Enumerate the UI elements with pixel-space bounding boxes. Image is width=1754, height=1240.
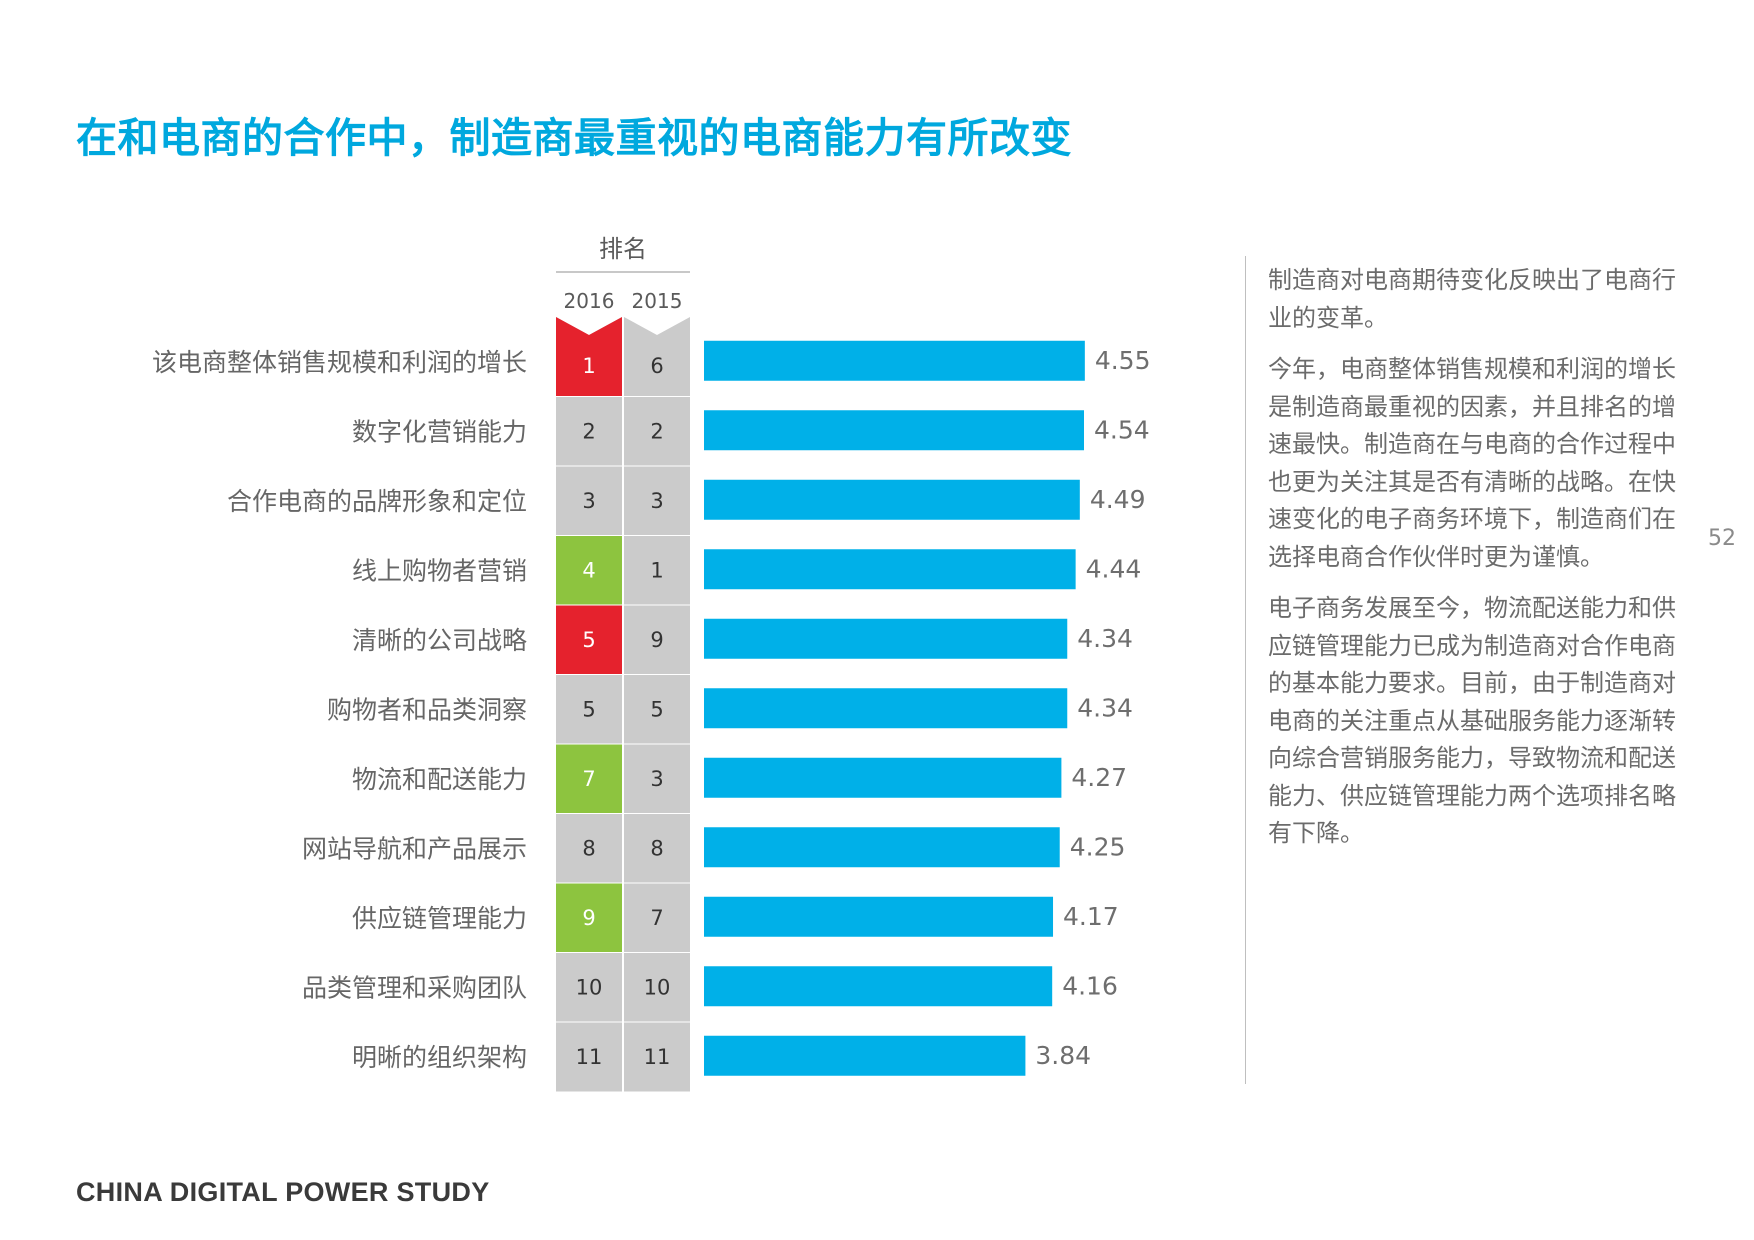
rank-2015-value: 2 [650,419,663,443]
rank-2016-value: 3 [582,489,595,513]
bar [704,688,1068,729]
rank-2016-highlight [556,536,622,605]
category-label: 该电商整体销售规模和利润的增长 [152,348,527,377]
bar-value-label: 4.16 [1062,971,1118,1000]
rank-2016-value: 5 [582,697,595,721]
footer-brand: CHINA DIGITAL POWER STUDY [76,1177,490,1207]
page-number: 52 [1708,526,1736,551]
rank-2016-highlight [556,744,622,813]
commentary: 制造商对电商期待变化反映出了电商行业的变革。 今年，电商整体销售规模和利润的增长… [1268,262,1676,867]
category-label: 合作电商的品牌形象和定位 [227,487,527,516]
rank-2016-value: 11 [576,1045,603,1069]
rank-2015-value: 7 [650,906,663,930]
bar [704,549,1076,590]
bar [704,340,1085,381]
bar-value-label: 3.84 [1035,1041,1091,1070]
category-label: 清晰的公司战略 [352,626,527,655]
rank-header: 排名 [599,235,647,263]
category-label: 网站导航和产品展示 [302,834,527,863]
commentary-paragraph-1: 制造商对电商期待变化反映出了电商行业的变革。 [1268,266,1676,332]
rank-2016-value: 8 [582,836,595,860]
page-title: 在和电商的合作中，制造商最重视的电商能力有所改变 [76,114,1072,162]
ranking-bar-chart: 排名 2016 2015 该电商整体销售规模和利润的增长 1 6 4.55 数字化营销能力 2 2… [152,235,1151,1092]
rank-year-2016: 2016 [564,289,615,313]
bar [704,479,1080,520]
rank-2015-value: 9 [650,628,663,652]
rank-2016-highlight [556,317,622,397]
category-label: 明晰的组织架构 [352,1043,527,1072]
rank-2015-value: 10 [644,975,671,999]
rank-2015-value: 1 [650,558,663,582]
rank-2015-value: 5 [650,697,663,721]
divider [1245,256,1246,1084]
bar-value-label: 4.25 [1070,832,1126,861]
category-label: 数字化营销能力 [352,417,527,446]
category-label: 品类管理和采购团队 [302,973,527,1002]
bar-value-label: 4.55 [1095,346,1151,375]
rank-2016-highlight [556,883,622,952]
bar [704,757,1062,798]
category-label: 线上购物者营销 [352,556,527,585]
rank-2016-value: 4 [582,558,595,582]
bar [704,896,1054,937]
category-label: 购物者和品类洞察 [327,695,527,724]
rank-2016-value: 2 [582,419,595,443]
rank-2016-value: 5 [582,628,595,652]
rank-2016-value: 7 [582,767,595,791]
rank-year-2015: 2015 [632,289,683,313]
rank-column-2015 [624,317,690,1092]
bar [704,1035,1026,1076]
category-label: 物流和配送能力 [352,765,527,794]
rank-2016-value: 1 [582,354,595,378]
rank-2015-value: 6 [650,354,663,378]
rank-2015-value: 8 [650,836,663,860]
bar-value-label: 4.54 [1094,415,1150,444]
category-label: 供应链管理能力 [352,904,527,933]
rank-2016-value: 10 [576,975,603,999]
bar [704,410,1084,451]
commentary-paragraph-3: 电子商务发展至今，物流配送能力和供应链管理能力已成为制造商对合作电商的基本能力要… [1268,594,1676,847]
bar [704,966,1053,1007]
bar-value-label: 4.49 [1090,485,1146,514]
bar-value-label: 4.17 [1063,902,1119,931]
bar-value-label: 4.34 [1077,693,1133,722]
commentary-paragraph-2: 今年，电商整体销售规模和利润的增长是制造商最重视的因素，并且排名的增速最快。制造… [1268,355,1676,571]
bar [704,618,1068,659]
rank-2016-value: 9 [582,906,595,930]
rank-2015-value: 11 [644,1045,671,1069]
bar-value-label: 4.44 [1086,554,1142,583]
bar [704,827,1060,868]
rank-2015-value: 3 [650,489,663,513]
rank-2015-value: 3 [650,767,663,791]
rank-2016-highlight [556,605,622,674]
bar-value-label: 4.27 [1071,763,1127,792]
bar-value-label: 4.34 [1077,624,1133,653]
